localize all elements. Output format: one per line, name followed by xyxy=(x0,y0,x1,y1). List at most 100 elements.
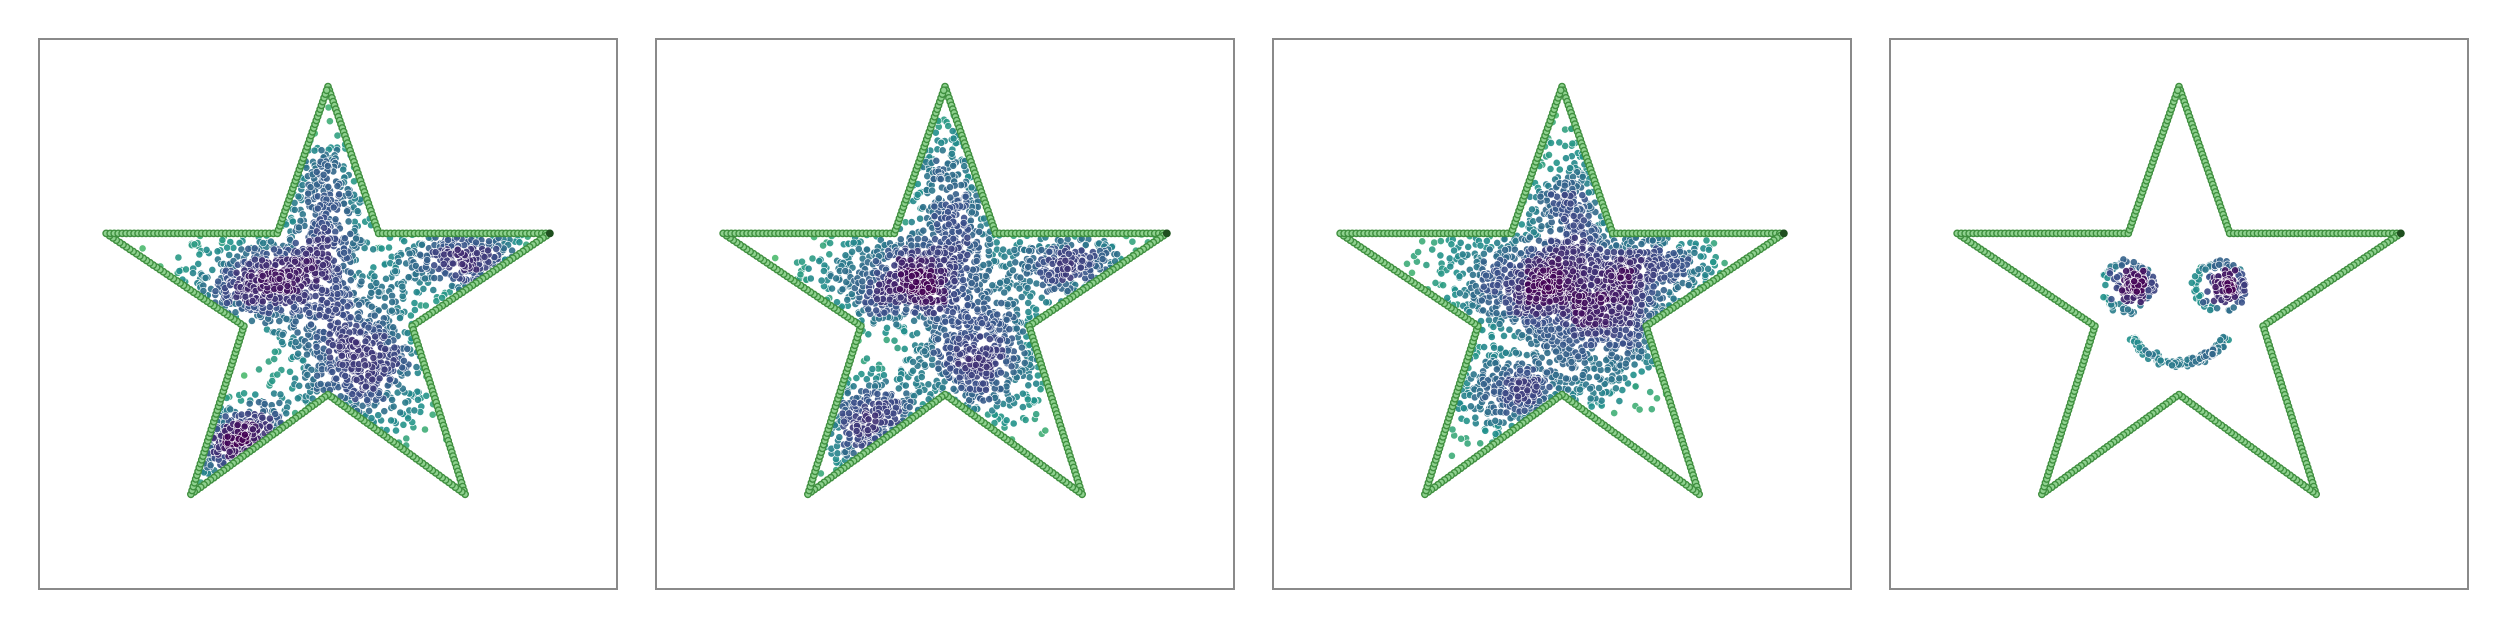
sample-point xyxy=(1017,293,1026,301)
sample-point xyxy=(346,268,355,277)
sample-point xyxy=(968,208,976,217)
sample-point xyxy=(825,250,834,259)
sample-point xyxy=(1024,262,1033,271)
sample-point xyxy=(913,329,921,338)
sample-point xyxy=(311,292,320,300)
sample-point xyxy=(946,183,954,192)
sample-point xyxy=(907,218,916,226)
sample-point xyxy=(404,414,412,423)
sample-point xyxy=(885,286,894,295)
sample-point xyxy=(410,306,419,314)
sample-point xyxy=(917,373,926,381)
sample-point xyxy=(1025,246,1033,255)
sample-point xyxy=(320,223,329,232)
sample-point xyxy=(439,260,448,268)
sample-point xyxy=(255,365,263,374)
sample-point xyxy=(865,287,874,296)
sample-point xyxy=(402,434,411,443)
sample-point xyxy=(883,323,891,332)
sample-point xyxy=(390,343,399,352)
sample-point xyxy=(1008,266,1017,275)
sample-point xyxy=(304,189,313,198)
sample-point xyxy=(873,295,881,304)
sample-point xyxy=(389,402,398,411)
sample-point xyxy=(918,287,927,296)
sample-point xyxy=(289,302,298,311)
sample-point xyxy=(937,267,945,275)
sample-point xyxy=(1003,300,1012,309)
sample-point xyxy=(295,295,303,303)
sample-point xyxy=(352,234,360,243)
sample-point xyxy=(250,244,259,253)
sample-point xyxy=(911,308,919,317)
sample-point xyxy=(328,341,337,349)
sample-point xyxy=(959,276,967,284)
sample-point xyxy=(1024,308,1033,316)
sample-point xyxy=(313,204,322,213)
sample-point xyxy=(303,350,311,359)
sample-point xyxy=(432,297,441,305)
sample-point xyxy=(392,426,400,435)
sample-point xyxy=(412,288,421,297)
sample-point xyxy=(1021,415,1030,424)
sample-point xyxy=(262,261,271,270)
sample-point xyxy=(890,336,899,345)
sample-point xyxy=(316,380,325,388)
sample-point xyxy=(396,314,404,322)
sample-point xyxy=(971,360,980,369)
boundary-point xyxy=(322,86,331,95)
sample-point xyxy=(353,207,362,216)
sample-point xyxy=(305,309,314,317)
sample-point xyxy=(996,278,1005,287)
sample-point xyxy=(348,390,357,399)
sample-point xyxy=(982,271,990,280)
sample-point xyxy=(401,398,410,407)
sample-point xyxy=(879,371,888,380)
sample-point xyxy=(240,430,249,439)
sample-point xyxy=(849,238,858,247)
sample-point xyxy=(381,345,390,353)
sample-point xyxy=(313,371,322,380)
sample-point xyxy=(399,356,408,365)
sample-point xyxy=(319,261,327,269)
sample-point xyxy=(1036,268,1045,277)
sample-point xyxy=(472,265,481,274)
sample-point xyxy=(299,356,308,365)
sample-point xyxy=(1017,343,1026,352)
sample-point xyxy=(294,223,303,232)
sample-point xyxy=(894,384,903,393)
sample-point xyxy=(259,239,268,247)
sample-point xyxy=(421,301,430,310)
sample-point xyxy=(960,162,969,171)
sample-point xyxy=(922,297,930,306)
sample-point xyxy=(352,375,361,384)
sample-point xyxy=(335,190,343,199)
sample-point xyxy=(318,285,326,294)
sample-point xyxy=(331,215,340,224)
sample-point xyxy=(270,347,279,356)
sample-point xyxy=(270,245,278,254)
sample-point xyxy=(967,279,976,287)
sample-point xyxy=(302,249,310,258)
sample-point xyxy=(1098,255,1107,263)
sample-point xyxy=(979,379,987,388)
scatter-plot-2 xyxy=(719,82,1171,499)
sample-point xyxy=(896,235,905,244)
sample-point xyxy=(982,362,991,371)
sample-point xyxy=(999,245,1007,254)
sample-point xyxy=(798,257,806,266)
sample-point xyxy=(325,117,334,126)
sample-point xyxy=(988,281,997,290)
sample-point xyxy=(1064,249,1073,258)
sample-point xyxy=(864,415,873,424)
sample-point xyxy=(852,427,861,435)
sample-point xyxy=(302,257,311,266)
sample-point xyxy=(963,301,972,310)
sample-point xyxy=(346,229,355,238)
sample-point xyxy=(273,370,282,379)
sample-point xyxy=(896,293,905,302)
sample-point xyxy=(194,259,203,268)
sample-point xyxy=(1012,324,1021,333)
sample-point xyxy=(293,328,302,337)
sample-point xyxy=(873,268,881,277)
